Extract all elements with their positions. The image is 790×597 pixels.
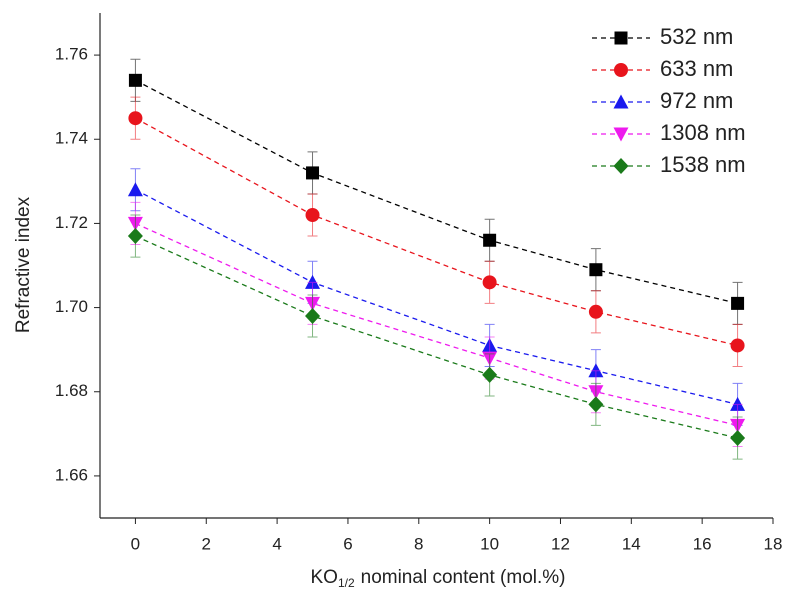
marker	[730, 338, 745, 353]
legend-marker	[613, 127, 629, 142]
y-tick-label: 1.68	[55, 381, 88, 400]
x-tick-label: 0	[131, 534, 140, 553]
marker	[127, 228, 143, 245]
marker	[128, 73, 142, 87]
marker	[482, 366, 498, 383]
marker	[588, 304, 603, 319]
marker	[588, 396, 604, 413]
x-tick-label: 16	[693, 534, 712, 553]
series-line	[135, 79, 738, 305]
y-tick-label: 1.74	[55, 129, 88, 148]
y-tick-label: 1.72	[55, 213, 88, 232]
legend-marker	[613, 158, 629, 174]
marker	[483, 233, 497, 247]
series-line	[135, 189, 738, 406]
marker	[305, 308, 321, 324]
y-tick-label: 1.70	[55, 297, 88, 316]
marker	[731, 296, 745, 310]
x-tick-label: 4	[272, 534, 281, 553]
legend-label: 1308 nm	[660, 120, 746, 145]
x-axis-label: KO1/2 nominal content (mol.%)	[310, 567, 565, 590]
x-tick-label: 10	[480, 534, 499, 553]
x-label-rest: nominal content (mol.%)	[361, 567, 566, 588]
legend-label: 633 nm	[660, 56, 733, 81]
legend-marker	[614, 31, 628, 45]
marker	[305, 208, 320, 222]
x-tick-label: 14	[622, 534, 641, 553]
series-line	[135, 222, 738, 427]
x-tick-label: 6	[343, 534, 352, 553]
x-tick-label: 8	[414, 534, 423, 553]
marker	[730, 430, 746, 447]
legend-label: 1538 nm	[660, 152, 746, 177]
marker	[127, 182, 143, 197]
marker	[128, 111, 143, 126]
y-axis-label: Refractive index	[13, 196, 34, 333]
y-tick-label: 1.66	[55, 465, 88, 484]
x-tick-label: 12	[551, 534, 570, 553]
legend-marker	[614, 63, 628, 77]
marker	[482, 275, 497, 290]
x-label-main: KO	[310, 567, 337, 588]
y-tick-label: 1.76	[55, 45, 88, 64]
x-tick-label: 2	[202, 534, 211, 553]
legend-marker	[613, 94, 629, 109]
series-line	[135, 235, 738, 439]
marker	[306, 166, 320, 180]
legend-label: 532 nm	[660, 24, 733, 49]
x-label-subscript: 1/2	[338, 576, 355, 590]
x-tick-label: 18	[764, 534, 783, 553]
marker	[589, 263, 603, 277]
legend-label: 972 nm	[660, 88, 733, 113]
series-line	[135, 117, 738, 347]
